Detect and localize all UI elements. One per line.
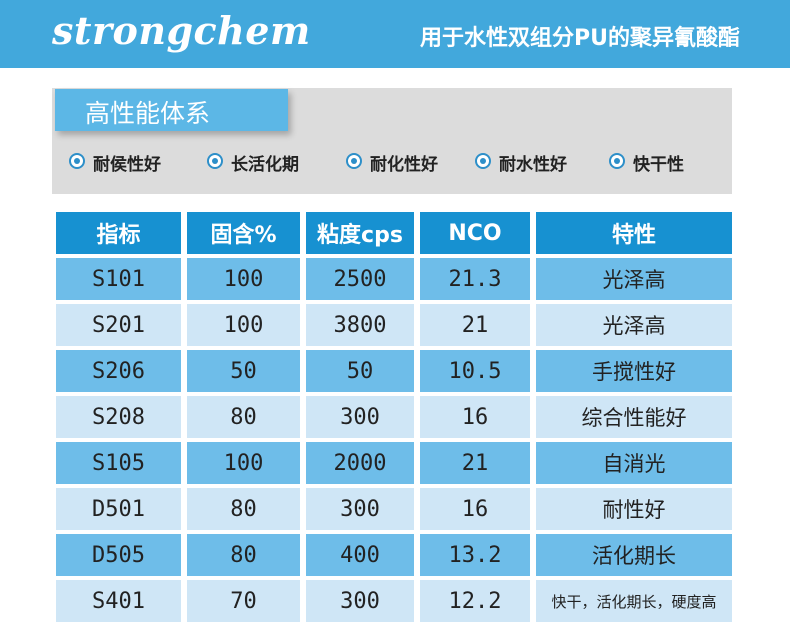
table-cell: 13.2 (420, 534, 530, 576)
table-cell: 300 (306, 396, 414, 438)
radio-selected-icon (207, 153, 223, 169)
feature-label: 耐化性好 (370, 155, 438, 175)
column-header: 粘度cps (306, 212, 414, 254)
table-cell: 80 (187, 488, 300, 530)
table-cell: S208 (56, 396, 181, 438)
brand-logo: strongchem (52, 8, 311, 53)
table-cell: 300 (306, 580, 414, 622)
table-cell: 100 (187, 258, 300, 300)
table-cell: S206 (56, 350, 181, 392)
table-cell: 21.3 (420, 258, 530, 300)
table-cell: 50 (306, 350, 414, 392)
table-cell: D505 (56, 534, 181, 576)
radio-selected-icon (346, 153, 362, 169)
column-header: NCO (420, 212, 530, 254)
table-cell: 12.2 (420, 580, 530, 622)
table-cell: 10.5 (420, 350, 530, 392)
table-cell: 21 (420, 442, 530, 484)
column-header: 特性 (536, 212, 732, 254)
table-cell: 耐性好 (536, 488, 732, 530)
table-cell: 16 (420, 396, 530, 438)
features-panel: 高性能体系 耐侯性好 长活化期 耐化性好 耐水性好 快干性 (52, 88, 732, 194)
table-cell: 80 (187, 534, 300, 576)
table-cell: S201 (56, 304, 181, 346)
table-cell: 快干，活化期长，硬度高 (536, 580, 732, 622)
table-cell: 16 (420, 488, 530, 530)
table-cell: 2000 (306, 442, 414, 484)
table-cell: 活化期长 (536, 534, 732, 576)
table-cell: 300 (306, 488, 414, 530)
features-title-box: 高性能体系 (55, 89, 288, 131)
feature-label: 快干性 (633, 155, 684, 175)
radio-selected-icon (475, 153, 491, 169)
table-cell: 80 (187, 396, 300, 438)
feature-label: 耐侯性好 (93, 155, 161, 175)
header-tagline: 用于水性双组分PU的聚异氰酸酯 (420, 26, 740, 51)
table-cell: 光泽高 (536, 258, 732, 300)
table-cell: 50 (187, 350, 300, 392)
table-cell: D501 (56, 488, 181, 530)
radio-selected-icon (609, 153, 625, 169)
table-cell: 100 (187, 304, 300, 346)
column-header: 指标 (56, 212, 181, 254)
table-cell: 70 (187, 580, 300, 622)
column-header: 固含% (187, 212, 300, 254)
features-title: 高性能体系 (85, 99, 211, 128)
table-cell: 光泽高 (536, 304, 732, 346)
table-cell: 综合性能好 (536, 396, 732, 438)
feature-label: 耐水性好 (499, 155, 567, 175)
feature-label: 长活化期 (231, 155, 299, 175)
table-cell: 3800 (306, 304, 414, 346)
table-cell: 21 (420, 304, 530, 346)
table-cell: 400 (306, 534, 414, 576)
table-cell: 手搅性好 (536, 350, 732, 392)
table-cell: 2500 (306, 258, 414, 300)
table-cell: 自消光 (536, 442, 732, 484)
radio-selected-icon (69, 153, 85, 169)
table-cell: 100 (187, 442, 300, 484)
header-banner: strongchem 用于水性双组分PU的聚异氰酸酯 (0, 0, 790, 68)
table-cell: S401 (56, 580, 181, 622)
table-cell: S105 (56, 442, 181, 484)
table-cell: S101 (56, 258, 181, 300)
